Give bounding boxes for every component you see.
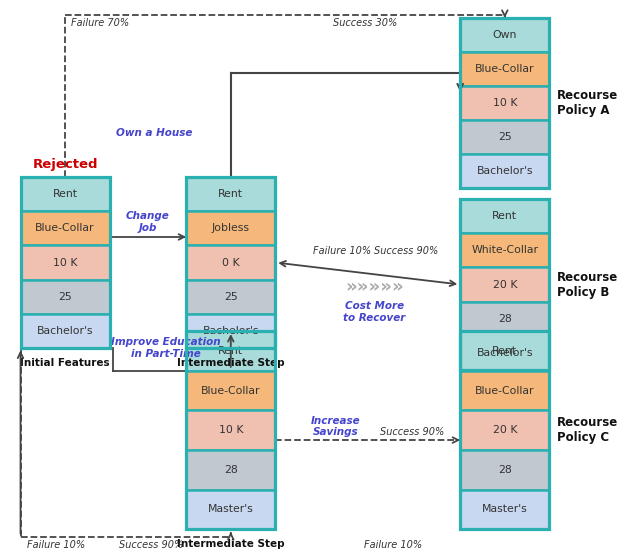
Bar — [460, 233, 549, 268]
Text: Blue-Collar: Blue-Collar — [475, 64, 534, 74]
Bar — [460, 371, 549, 411]
Bar — [186, 212, 275, 245]
Text: Own: Own — [493, 30, 517, 40]
Bar — [186, 371, 275, 411]
Text: 10 K: 10 K — [53, 258, 77, 268]
Bar — [20, 280, 109, 314]
Bar — [460, 490, 549, 529]
Text: Rent: Rent — [218, 189, 243, 199]
Text: 20 K: 20 K — [493, 280, 517, 290]
Text: Failure 10%: Failure 10% — [313, 246, 371, 256]
Text: White-Collar: White-Collar — [471, 245, 538, 255]
Bar — [460, 450, 549, 490]
Bar — [186, 331, 275, 371]
Bar — [186, 490, 275, 529]
Bar — [186, 450, 275, 490]
Text: Rejected: Rejected — [33, 158, 98, 171]
Text: 25: 25 — [58, 291, 72, 301]
Text: 25: 25 — [498, 132, 511, 142]
Text: Bachelor's: Bachelor's — [477, 166, 533, 176]
Bar — [460, 120, 549, 154]
Bar — [186, 245, 275, 280]
Text: Recourse
Policy A: Recourse Policy A — [557, 89, 618, 117]
Text: 28: 28 — [498, 465, 511, 475]
Bar — [460, 331, 549, 371]
Text: Rent: Rent — [218, 346, 243, 356]
Text: »»»»»: »»»»» — [345, 278, 404, 296]
Text: Master's: Master's — [482, 504, 527, 514]
Text: 20 K: 20 K — [493, 425, 517, 435]
Text: Bachelor's: Bachelor's — [202, 326, 259, 336]
Bar — [20, 212, 109, 245]
Text: Rent: Rent — [492, 211, 517, 222]
Text: Improve Education
in Part-Time: Improve Education in Part-Time — [111, 337, 220, 359]
Text: 25: 25 — [224, 291, 237, 301]
Bar — [460, 411, 549, 450]
Bar — [186, 280, 275, 314]
Text: Success 90%: Success 90% — [380, 427, 445, 437]
Bar — [186, 314, 275, 348]
Text: Increase
Savings: Increase Savings — [311, 416, 361, 437]
Bar — [20, 177, 109, 348]
Bar — [20, 177, 109, 212]
Bar — [460, 18, 549, 188]
Bar — [186, 411, 275, 450]
Text: Rent: Rent — [52, 189, 77, 199]
Text: Rent: Rent — [492, 346, 517, 356]
Text: Master's: Master's — [208, 504, 253, 514]
Text: Failure 10%: Failure 10% — [364, 540, 422, 550]
Text: Blue-Collar: Blue-Collar — [475, 386, 534, 396]
Text: Recourse
Policy B: Recourse Policy B — [557, 270, 618, 299]
Bar — [460, 336, 549, 370]
Bar — [186, 177, 275, 212]
Text: Own a House: Own a House — [116, 129, 193, 138]
Text: Cost More
to Recover: Cost More to Recover — [343, 301, 405, 323]
Text: Success 90%: Success 90% — [119, 540, 183, 550]
Text: 28: 28 — [224, 465, 237, 475]
Text: Jobless: Jobless — [212, 223, 250, 233]
Bar — [460, 154, 549, 188]
Text: 10 K: 10 K — [493, 98, 517, 108]
Bar — [460, 199, 549, 370]
Text: Success 30%: Success 30% — [333, 18, 397, 28]
Bar — [186, 331, 275, 529]
Text: Recourse
Policy C: Recourse Policy C — [557, 416, 618, 444]
Text: Blue-Collar: Blue-Collar — [201, 386, 260, 396]
Text: Failure 70%: Failure 70% — [72, 18, 130, 28]
Text: 28: 28 — [498, 314, 511, 324]
Bar — [20, 314, 109, 348]
Bar — [460, 52, 549, 86]
Bar — [460, 199, 549, 233]
Text: Bachelor's: Bachelor's — [477, 348, 533, 358]
Bar — [460, 331, 549, 529]
Bar — [20, 245, 109, 280]
Text: Success 90%: Success 90% — [374, 246, 438, 256]
Text: Blue-Collar: Blue-Collar — [35, 223, 95, 233]
Bar — [186, 177, 275, 348]
Text: 10 K: 10 K — [218, 425, 243, 435]
Text: Change
Job: Change Job — [126, 211, 170, 233]
Bar — [460, 301, 549, 336]
Text: Initial Features: Initial Features — [20, 358, 110, 368]
Text: Bachelor's: Bachelor's — [37, 326, 93, 336]
Text: Intermediate Step: Intermediate Step — [177, 539, 285, 549]
Text: Intermediate Step: Intermediate Step — [177, 358, 285, 368]
Text: Failure 10%: Failure 10% — [27, 540, 85, 550]
Bar — [460, 18, 549, 52]
Bar — [460, 86, 549, 120]
Bar — [460, 268, 549, 301]
Text: 0 K: 0 K — [222, 258, 239, 268]
